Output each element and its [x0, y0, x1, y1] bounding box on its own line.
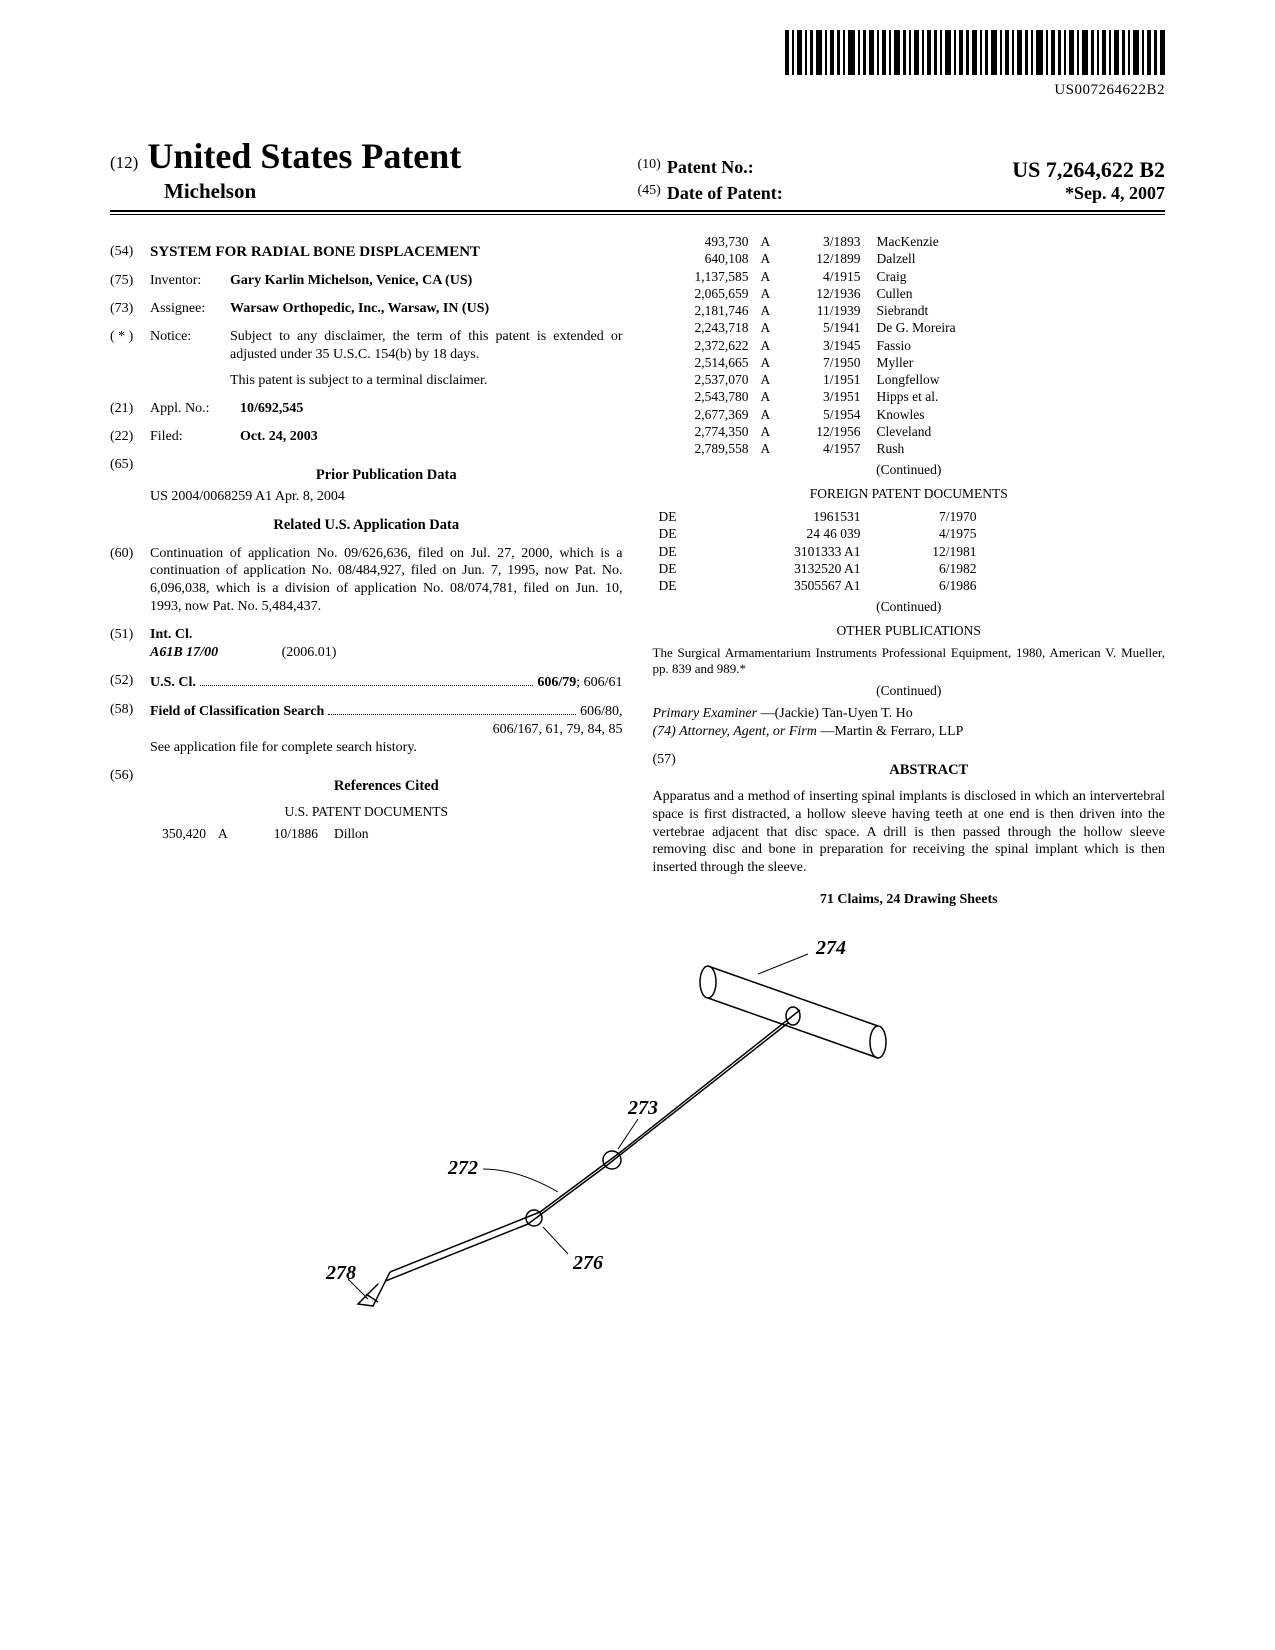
priorpub-value: US 2004/0068259 A1 Apr. 8, 2004 [110, 488, 623, 506]
fos-label: Field of Classification Search [150, 703, 324, 721]
table-row: 2,243,718A5/1941De G. Moreira [653, 319, 1166, 336]
uscl-other: ; 606/61 [576, 674, 622, 692]
table-row: 2,514,665A7/1950Myller [653, 354, 1166, 371]
notice-value-2: This patent is subject to a terminal dis… [230, 372, 623, 390]
intcl-code: A61B 17/00 [150, 645, 218, 660]
header-prefix-num: (12) [110, 153, 138, 172]
date-label: Date of Patent: [667, 183, 783, 204]
patno-prefix: (10) [638, 157, 661, 183]
fig-label-278: 278 [325, 1262, 356, 1284]
left-column: (54) SYSTEM FOR RADIAL BONE DISPLACEMENT… [110, 233, 623, 909]
assignee-num: (73) [110, 300, 150, 318]
us-docs-first-row: 350,420 A 10/1886 Dillon [110, 825, 623, 842]
examiner-value: —(Jackie) Tan-Uyen T. Ho [761, 706, 913, 721]
date-prefix: (45) [638, 183, 661, 204]
intcl-label: Int. Cl. [150, 626, 623, 644]
patno-label: Patent No.: [667, 157, 867, 183]
us-docs-title: U.S. PATENT DOCUMENTS [110, 803, 623, 820]
table-row: 2,789,558A4/1957Rush [653, 440, 1166, 457]
table-row: 2,065,659A12/1936Cullen [653, 285, 1166, 302]
priorpub-num: (65) [110, 456, 150, 489]
fig-label-274: 274 [815, 937, 846, 959]
notice-label: Notice: [150, 328, 230, 390]
related-title: Related U.S. Application Data [110, 516, 623, 535]
inventor-value: Gary Karlin Michelson, Venice, CA (US) [230, 273, 472, 288]
fos-value-line2: 606/167, 61, 79, 84, 85 [150, 721, 623, 739]
table-row: 1,137,585A4/1915Craig [653, 268, 1166, 285]
continued-2: (Continued) [653, 598, 1166, 615]
fos-value-line1: 606/80, [580, 703, 622, 721]
priorpub-title: Prior Publication Data [150, 466, 623, 485]
table-row: DE19615317/1970 [653, 508, 1166, 525]
claims-line: 71 Claims, 24 Drawing Sheets [653, 891, 1166, 909]
inventor-surname: Michelson [110, 179, 638, 204]
uscl-label: U.S. Cl. [150, 674, 196, 692]
inventor-num: (75) [110, 272, 150, 290]
assignee-label: Assignee: [150, 300, 230, 318]
right-column: 493,730A3/1893MacKenzie640,108A12/1899Da… [653, 233, 1166, 909]
fig-label-276: 276 [572, 1252, 603, 1274]
continued-1: (Continued) [653, 461, 1166, 478]
filed-label: Filed: [150, 428, 240, 446]
foreign-docs-table: DE19615317/1970DE24 46 0394/1975DE310133… [653, 508, 1166, 594]
appl-num: (21) [110, 400, 150, 418]
fig-label-272: 272 [447, 1157, 478, 1179]
notice-value: Subject to any disclaimer, the term of t… [230, 328, 623, 364]
table-row: 2,543,780A3/1951Hipps et al. [653, 388, 1166, 405]
uscl-main: 606/79 [537, 674, 576, 692]
patent-figure: 274 273 272 276 278 [110, 934, 1165, 1319]
table-row: 2,181,746A11/1939Siebrandt [653, 302, 1166, 319]
other-pubs-title: OTHER PUBLICATIONS [653, 622, 1166, 639]
abstract-body: Apparatus and a method of inserting spin… [653, 788, 1166, 878]
table-row: DE3132520 A16/1982 [653, 560, 1166, 577]
patent-header: (12) United States Patent Michelson (10)… [110, 135, 1165, 212]
us-docs-table: 493,730A3/1893MacKenzie640,108A12/1899Da… [653, 233, 1166, 457]
filed-num: (22) [110, 428, 150, 446]
barcode-region: US007264622B2 [785, 30, 1165, 99]
notice-num: ( * ) [110, 328, 150, 390]
fos-note: See application file for complete search… [150, 739, 623, 757]
appl-value: 10/692,545 [240, 400, 623, 418]
related-num: (60) [110, 545, 150, 617]
refs-num: (56) [110, 767, 150, 800]
title-num: (54) [110, 243, 150, 262]
table-row: 640,108A12/1899Dalzell [653, 250, 1166, 267]
barcode [785, 30, 1165, 75]
filed-value: Oct. 24, 2003 [240, 428, 623, 446]
examiner-label: Primary Examiner [653, 706, 758, 721]
patno-value: US 7,264,622 B2 [1012, 157, 1165, 183]
continued-3: (Continued) [653, 682, 1166, 699]
invention-title: SYSTEM FOR RADIAL BONE DISPLACEMENT [150, 243, 623, 262]
abstract-title: ABSTRACT [693, 761, 1166, 780]
foreign-title: FOREIGN PATENT DOCUMENTS [653, 485, 1166, 502]
country-title: United States Patent [147, 136, 461, 176]
fig-label-273: 273 [627, 1097, 658, 1119]
abstract-num: (57) [653, 751, 693, 784]
table-row: DE3505567 A16/1986 [653, 577, 1166, 594]
refs-title: References Cited [150, 777, 623, 796]
related-body: Continuation of application No. 09/626,6… [150, 545, 623, 617]
intcl-num: (51) [110, 626, 150, 662]
table-row: 350,420 A 10/1886 Dillon [110, 825, 623, 842]
attorney-label: (74) Attorney, Agent, or Firm [653, 724, 817, 739]
assignee-value: Warsaw Orthopedic, Inc., Warsaw, IN (US) [230, 301, 489, 316]
uscl-num: (52) [110, 672, 150, 692]
table-row: DE3101333 A112/1981 [653, 543, 1166, 560]
appl-label: Appl. No.: [150, 400, 240, 418]
attorney-value: —Martin & Ferraro, LLP [820, 724, 963, 739]
table-row: 2,677,369A5/1954Knowles [653, 406, 1166, 423]
barcode-text: US007264622B2 [785, 82, 1165, 99]
date-value: *Sep. 4, 2007 [1065, 183, 1165, 204]
other-pubs-body: The Surgical Armamentarium Instruments P… [653, 645, 1166, 678]
table-row: 2,774,350A12/1956Cleveland [653, 423, 1166, 440]
table-row: 2,372,622A3/1945Fassio [653, 337, 1166, 354]
inventor-label: Inventor: [150, 272, 230, 290]
intcl-year: (2006.01) [282, 645, 337, 660]
fos-num: (58) [110, 701, 150, 756]
table-row: 493,730A3/1893MacKenzie [653, 233, 1166, 250]
table-row: 2,537,070A1/1951Longfellow [653, 371, 1166, 388]
table-row: DE24 46 0394/1975 [653, 525, 1166, 542]
